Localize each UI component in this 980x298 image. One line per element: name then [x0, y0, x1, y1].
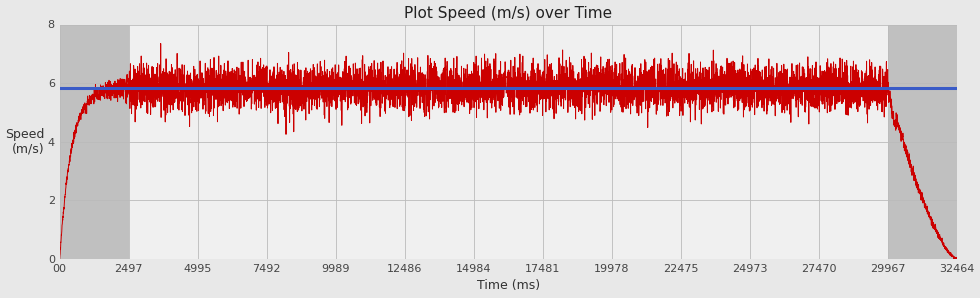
Bar	[888, 24, 956, 259]
Y-axis label: Speed
(m/s): Speed (m/s)	[6, 128, 45, 156]
X-axis label: Time (ms): Time (ms)	[476, 280, 540, 292]
Title: Plot Speed (m/s) over Time: Plot Speed (m/s) over Time	[404, 6, 612, 21]
Bar	[60, 24, 128, 259]
